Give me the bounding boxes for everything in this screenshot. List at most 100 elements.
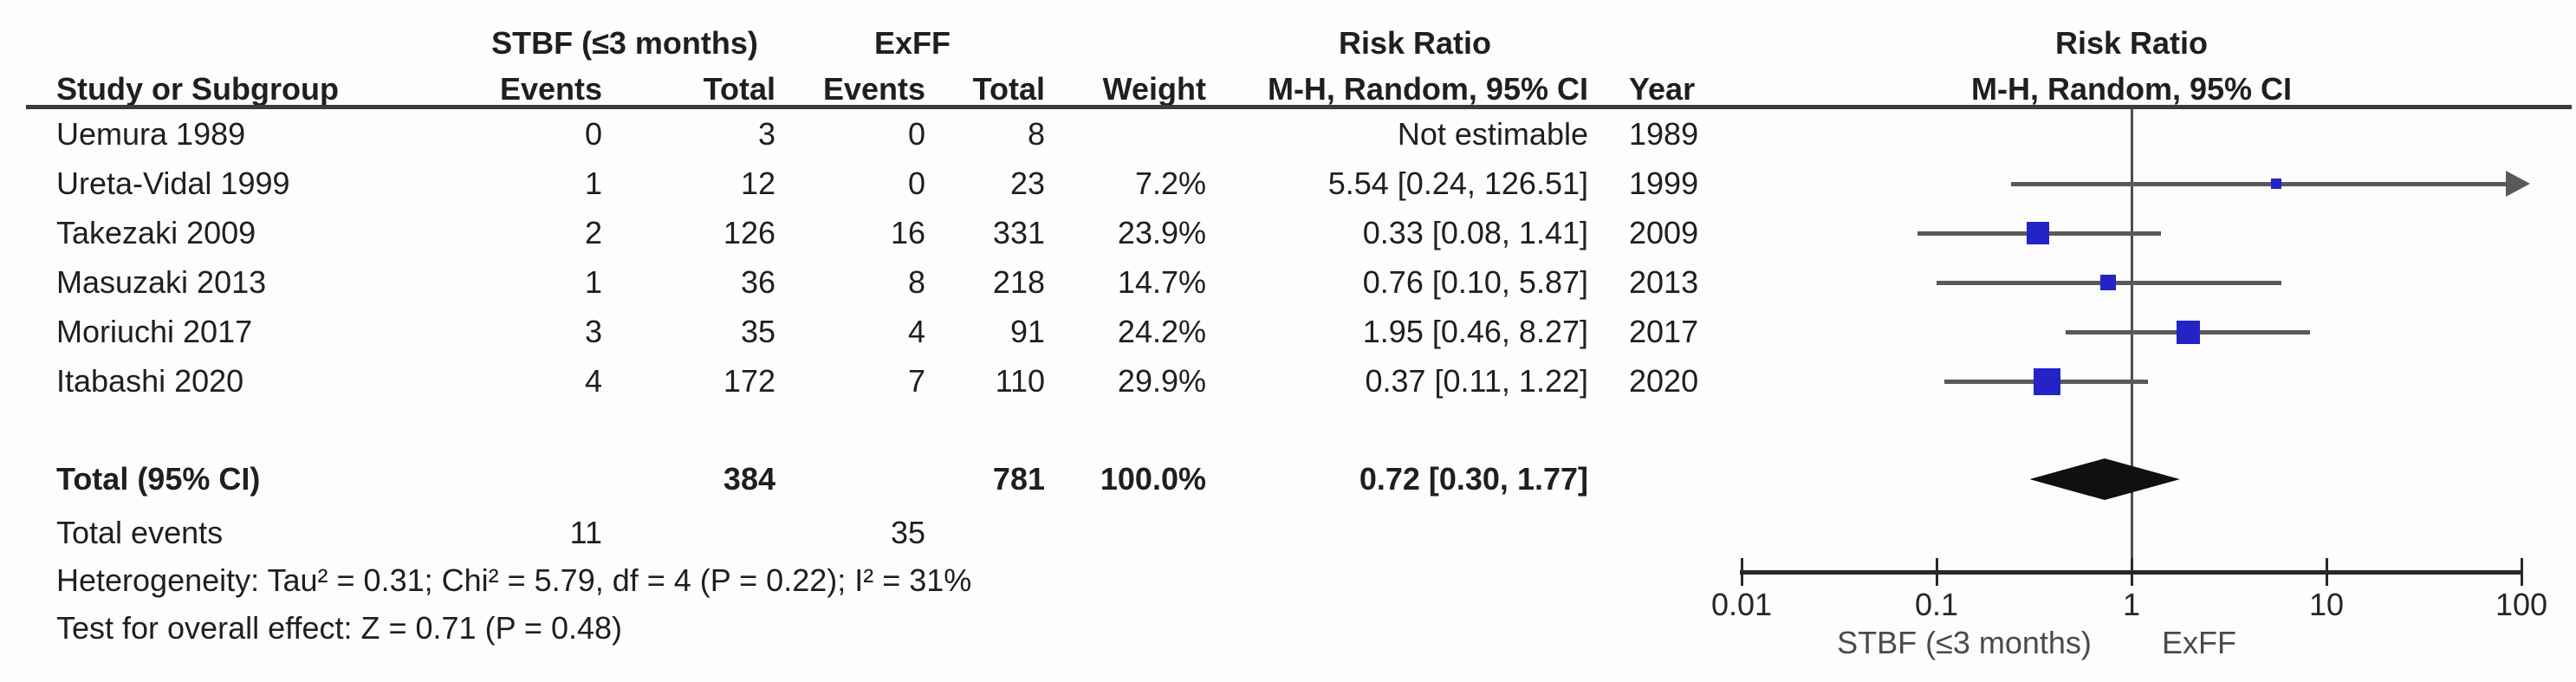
effect-square — [2176, 320, 2200, 344]
risk-ratio-header-right: Risk Ratio — [2054, 25, 2209, 61]
events-stbf: 4 — [584, 363, 602, 399]
table-row: Moriuchi 2017 3 35 4 91 24.2% 1.95 [0.46… — [0, 313, 2576, 351]
axis-tick-label: 100 — [2495, 587, 2548, 622]
total-exff: 91 — [1009, 314, 1045, 349]
total-stbf-sum: 384 — [723, 461, 775, 497]
axis-tick — [2130, 558, 2133, 586]
total-label: Total (95% CI) — [56, 461, 261, 497]
total-stbf: 35 — [740, 314, 775, 349]
events-exff: 4 — [907, 314, 925, 349]
group2-header: ExFF — [873, 25, 951, 61]
weight-value: 14.7% — [1117, 264, 1206, 300]
weight-value: 29.9% — [1117, 363, 1206, 399]
events-exff: 8 — [907, 264, 925, 300]
axis-tick — [1935, 558, 1938, 586]
effect-square — [2026, 222, 2049, 244]
year-value: 2009 — [1629, 215, 1699, 250]
axis-tick-label: 1 — [2122, 587, 2141, 622]
total-weight: 100.0% — [1100, 461, 1206, 497]
col-header-year: Year — [1629, 71, 1696, 107]
axis-tick — [2325, 558, 2328, 586]
axis-tick-label: 10 — [2308, 587, 2345, 622]
effect-square — [2271, 179, 2282, 189]
axis-tick — [1740, 558, 1743, 586]
col-header-total-2: Total — [972, 71, 1045, 107]
ci-line — [2010, 181, 2506, 186]
col-header-mh-ci: M-H, Random, 95% CI — [1267, 71, 1588, 107]
col-header-mh-ci-plot: M-H, Random, 95% CI — [1970, 71, 2293, 107]
events-exff: 16 — [890, 215, 925, 250]
total-row: Total (95% CI) 384 781 100.0% 0.72 [0.30… — [0, 460, 2576, 498]
total-exff: 23 — [1009, 166, 1045, 201]
year-value: 1989 — [1629, 116, 1699, 152]
overall-effect-row: Test for overall effect: Z = 0.71 (P = 0… — [0, 609, 2576, 647]
year-value: 2017 — [1629, 314, 1699, 349]
events-exff: 7 — [907, 363, 925, 399]
axis-tick — [2520, 558, 2523, 586]
total-exff-sum: 781 — [992, 461, 1045, 497]
heterogeneity-row: Heterogeneity: Tau² = 0.31; Chi² = 5.79,… — [0, 562, 2576, 600]
risk-ratio-header-left: Risk Ratio — [1338, 25, 1492, 61]
events-stbf: 1 — [584, 166, 602, 201]
study-name: Takezaki 2009 — [56, 215, 256, 250]
risk-ratio-text: 1.95 [0.46, 8.27] — [1362, 314, 1588, 349]
events-stbf: 2 — [584, 215, 602, 250]
ci-arrow-right — [2506, 171, 2530, 197]
table-row: Itabashi 2020 4 172 7 110 29.9% 0.37 [0.… — [0, 362, 2576, 400]
heterogeneity-text: Heterogeneity: Tau² = 0.31; Chi² = 5.79,… — [56, 562, 972, 598]
study-name: Moriuchi 2017 — [56, 314, 253, 349]
risk-ratio-text: 5.54 [0.24, 126.51] — [1327, 166, 1588, 201]
effect-square — [2034, 367, 2061, 395]
weight-value: 23.9% — [1117, 215, 1206, 250]
study-name: Itabashi 2020 — [56, 363, 244, 399]
events-exff: 0 — [907, 166, 925, 201]
risk-ratio-text: 0.76 [0.10, 5.87] — [1362, 264, 1588, 300]
no-effect-line — [2130, 109, 2133, 572]
total-risk-ratio: 0.72 [0.30, 1.77] — [1359, 461, 1588, 497]
total-stbf: 172 — [723, 363, 775, 399]
axis-left-group-label: STBF (≤3 months) — [1837, 625, 2092, 660]
overall-effect-text: Test for overall effect: Z = 0.71 (P = 0… — [56, 610, 623, 646]
total-stbf: 12 — [740, 166, 775, 201]
total-exff: 218 — [992, 264, 1045, 300]
study-name: Uemura 1989 — [56, 116, 246, 152]
year-value: 2013 — [1629, 264, 1699, 300]
study-name: Masuzaki 2013 — [56, 264, 267, 300]
total-exff: 110 — [995, 363, 1045, 399]
total-events-row: Total events 11 35 — [0, 514, 2576, 552]
header-underline — [26, 105, 2572, 109]
header-row-columns: Study or Subgroup Events Total Events To… — [0, 70, 2576, 108]
risk-ratio-text: Not estimable — [1397, 116, 1588, 152]
total-exff: 331 — [992, 215, 1045, 250]
risk-ratio-text: 0.33 [0.08, 1.41] — [1362, 215, 1588, 250]
year-value: 2020 — [1629, 363, 1699, 399]
group1-header: STBF (≤3 months) — [491, 25, 758, 61]
total-stbf: 36 — [740, 264, 775, 300]
table-row: Takezaki 2009 2 126 16 331 23.9% 0.33 [0… — [0, 214, 2576, 252]
axis-tick-label: 0.1 — [1914, 587, 1959, 622]
effect-square — [2100, 275, 2117, 290]
events-exff: 0 — [907, 116, 925, 152]
col-header-events-2: Events — [822, 71, 925, 107]
axis-tick-label: 0.01 — [1710, 587, 1773, 622]
events-stbf: 3 — [584, 314, 602, 349]
col-header-events-1: Events — [499, 71, 602, 107]
year-value: 1999 — [1629, 166, 1699, 201]
events-stbf: 0 — [584, 116, 602, 152]
total-stbf: 126 — [723, 215, 775, 250]
total-exff: 8 — [1027, 116, 1045, 152]
study-name: Ureta-Vidal 1999 — [56, 166, 290, 201]
col-header-total-1: Total — [703, 71, 775, 107]
events-stbf: 1 — [584, 264, 602, 300]
weight-value: 7.2% — [1134, 166, 1206, 201]
total-events-stbf: 11 — [569, 515, 602, 550]
axis-right-group-label: ExFF — [2162, 625, 2236, 660]
col-header-weight: Weight — [1102, 71, 1206, 107]
total-stbf: 3 — [757, 116, 775, 152]
table-row: Uemura 1989 0 3 0 8 Not estimable 1989 — [0, 115, 2576, 153]
risk-ratio-text: 0.37 [0.11, 1.22] — [1365, 363, 1588, 399]
table-row: Masuzaki 2013 1 36 8 218 14.7% 0.76 [0.1… — [0, 263, 2576, 302]
col-header-study: Study or Subgroup — [56, 71, 339, 107]
header-row-groups: STBF (≤3 months) ExFF Risk Ratio Risk Ra… — [0, 24, 2576, 62]
